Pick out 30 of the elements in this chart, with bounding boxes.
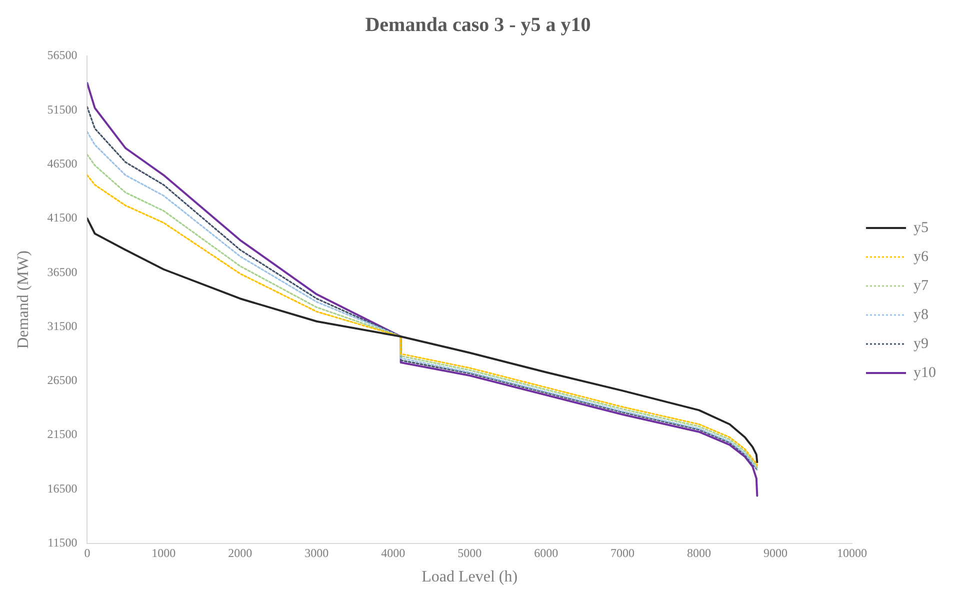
x-tick-label: 7000	[610, 546, 635, 560]
x-tick-label: 2000	[228, 546, 252, 560]
x-tick-label: 3000	[304, 546, 329, 560]
x-tick-label: 4000	[381, 546, 406, 560]
y-tick-label: 31500	[47, 318, 78, 333]
y-axis-title: Demand (MW)	[14, 250, 32, 349]
y-tick-label: 21500	[47, 427, 78, 442]
x-tick-label: 1000	[152, 546, 176, 560]
x-tick-label: 10000	[837, 546, 867, 560]
legend-label: y6	[914, 248, 929, 265]
legend-label: y8	[914, 306, 928, 323]
x-tick-label: 8000	[687, 546, 712, 560]
legend-label: y9	[914, 336, 928, 352]
x-tick-label: 0	[84, 546, 90, 560]
x-tick-label: 9000	[764, 546, 788, 560]
y-tick-label: 56500	[47, 48, 78, 62]
y-tick-label: 26500	[47, 373, 78, 388]
chart-title: Demanda caso 3 - y5 a y10	[365, 14, 591, 36]
y-tick-label: 36500	[47, 264, 78, 279]
legend-label: y5	[914, 220, 928, 236]
y-tick-label: 11500	[48, 536, 78, 550]
y-tick-label: 51500	[47, 102, 78, 116]
y-tick-label: 16500	[47, 481, 78, 496]
x-axis-title: Load Level (h)	[422, 568, 518, 586]
legend-label: y10	[914, 364, 936, 381]
y-tick-label: 41500	[47, 210, 78, 225]
y-tick-label: 46500	[47, 156, 78, 170]
x-tick-label: 5000	[458, 546, 482, 560]
legend-label: y7	[914, 278, 929, 294]
x-tick-label: 6000	[534, 546, 558, 560]
